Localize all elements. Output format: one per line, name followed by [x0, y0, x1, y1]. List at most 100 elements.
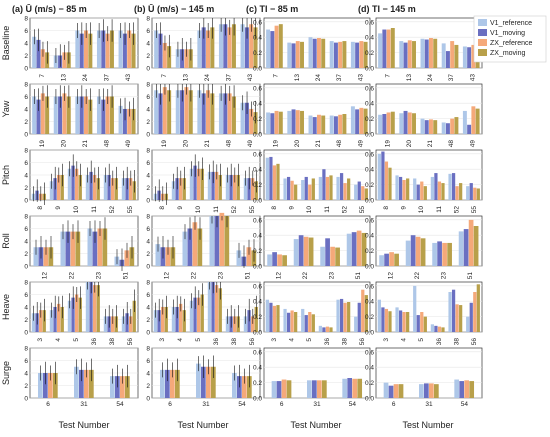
x-axis-title: Test Number: [402, 420, 453, 430]
bar: [325, 176, 330, 200]
x-tick-label: 20: [294, 140, 301, 148]
bar: [307, 380, 312, 398]
bar: [355, 109, 360, 134]
bar: [458, 231, 464, 266]
bar: [283, 178, 287, 200]
x-tick-label: 5: [73, 338, 80, 342]
bar: [206, 366, 211, 398]
bar: [295, 41, 300, 68]
bar: [31, 313, 36, 332]
x-axis-title: Test Number: [177, 420, 228, 430]
y-tick-label: 0: [24, 66, 28, 73]
bar: [209, 216, 215, 266]
bar: [88, 99, 93, 134]
bar: [175, 369, 180, 398]
bar: [105, 96, 110, 134]
bar: [469, 302, 473, 332]
y-tick-label: 2: [146, 119, 150, 126]
bar: [303, 236, 309, 266]
bar: [236, 250, 242, 266]
bar: [464, 380, 470, 398]
y-tick-label: 0.6: [253, 151, 262, 158]
bar: [254, 307, 258, 332]
y-tick-label: 4: [24, 305, 28, 312]
bar: [291, 43, 296, 68]
bar: [269, 302, 273, 332]
y-tick-label: 0.0: [253, 330, 262, 337]
bar: [420, 181, 424, 200]
x-tick-label: 56: [249, 338, 256, 346]
bar: [467, 47, 472, 68]
y-tick-label: 0.0: [365, 330, 374, 337]
row-label: Heave: [1, 294, 11, 320]
bar: [57, 175, 61, 200]
y-tick-label: 8: [24, 16, 28, 23]
y-tick-label: 2: [24, 383, 28, 390]
bar: [308, 312, 312, 332]
bar: [416, 184, 420, 200]
bar: [210, 27, 215, 68]
bar: [475, 108, 480, 134]
bar: [403, 42, 408, 68]
x-tick-label: 21: [427, 140, 434, 148]
bar: [33, 247, 39, 266]
y-tick-label: 0.6: [365, 217, 374, 224]
bar: [39, 310, 43, 332]
bar: [466, 186, 470, 200]
y-tick-label: 0: [24, 264, 28, 271]
bar: [445, 123, 450, 134]
bar: [97, 228, 103, 266]
y-tick-label: 0.0: [253, 396, 262, 403]
bar: [342, 114, 347, 134]
x-tick-label: 38: [231, 338, 238, 346]
x-tick-label: 55: [127, 206, 134, 214]
y-tick-label: 6: [24, 160, 28, 167]
legend: V1_reference V1_moving ZX_reference ZX_movi…: [473, 15, 547, 63]
bar: [476, 284, 480, 332]
bar: [200, 168, 204, 200]
x-tick-label: 23: [96, 272, 103, 280]
bar: [165, 247, 171, 266]
bar: [225, 316, 230, 332]
bar: [322, 327, 326, 332]
bar: [466, 316, 470, 332]
subplot: 0.0 0.2 0.4 0.6 7 13 24 37 43: [365, 17, 483, 81]
bar: [281, 379, 287, 398]
bar: [459, 183, 463, 200]
bar: [445, 51, 450, 68]
bar: [287, 42, 292, 68]
subplot: 0 2 4 6 8 12 22 23 51: [146, 212, 261, 279]
bar: [120, 376, 125, 398]
bar: [322, 380, 327, 398]
bar: [158, 93, 163, 134]
y-tick-label: 8: [146, 16, 150, 23]
bar: [378, 33, 383, 68]
y-tick-label: 0.4: [365, 35, 374, 42]
bar: [420, 312, 424, 332]
bar: [381, 307, 385, 332]
bar: [161, 307, 165, 332]
bar: [43, 247, 49, 266]
bar: [48, 373, 53, 398]
legend-label: ZX_moving: [490, 50, 526, 57]
bar: [189, 300, 194, 332]
x-tick-label: 49: [247, 140, 254, 148]
x-tick-label: 10: [306, 206, 313, 214]
x-tick-label: 48: [226, 140, 233, 148]
bar: [92, 231, 98, 266]
bar: [109, 96, 114, 134]
bar: [246, 247, 252, 266]
y-tick-label: 2: [24, 251, 28, 258]
bar: [107, 175, 111, 200]
x-tick-label: 13: [182, 74, 189, 82]
bar: [32, 36, 37, 68]
x-tick-label: 9: [177, 206, 184, 210]
bar: [45, 96, 50, 134]
bar: [405, 240, 411, 266]
y-tick-label: 0.4: [253, 35, 262, 42]
bar: [179, 178, 183, 200]
y-tick-label: 4: [146, 41, 150, 48]
y-tick-label: 0: [24, 198, 28, 205]
x-tick-label: 13: [60, 74, 67, 82]
